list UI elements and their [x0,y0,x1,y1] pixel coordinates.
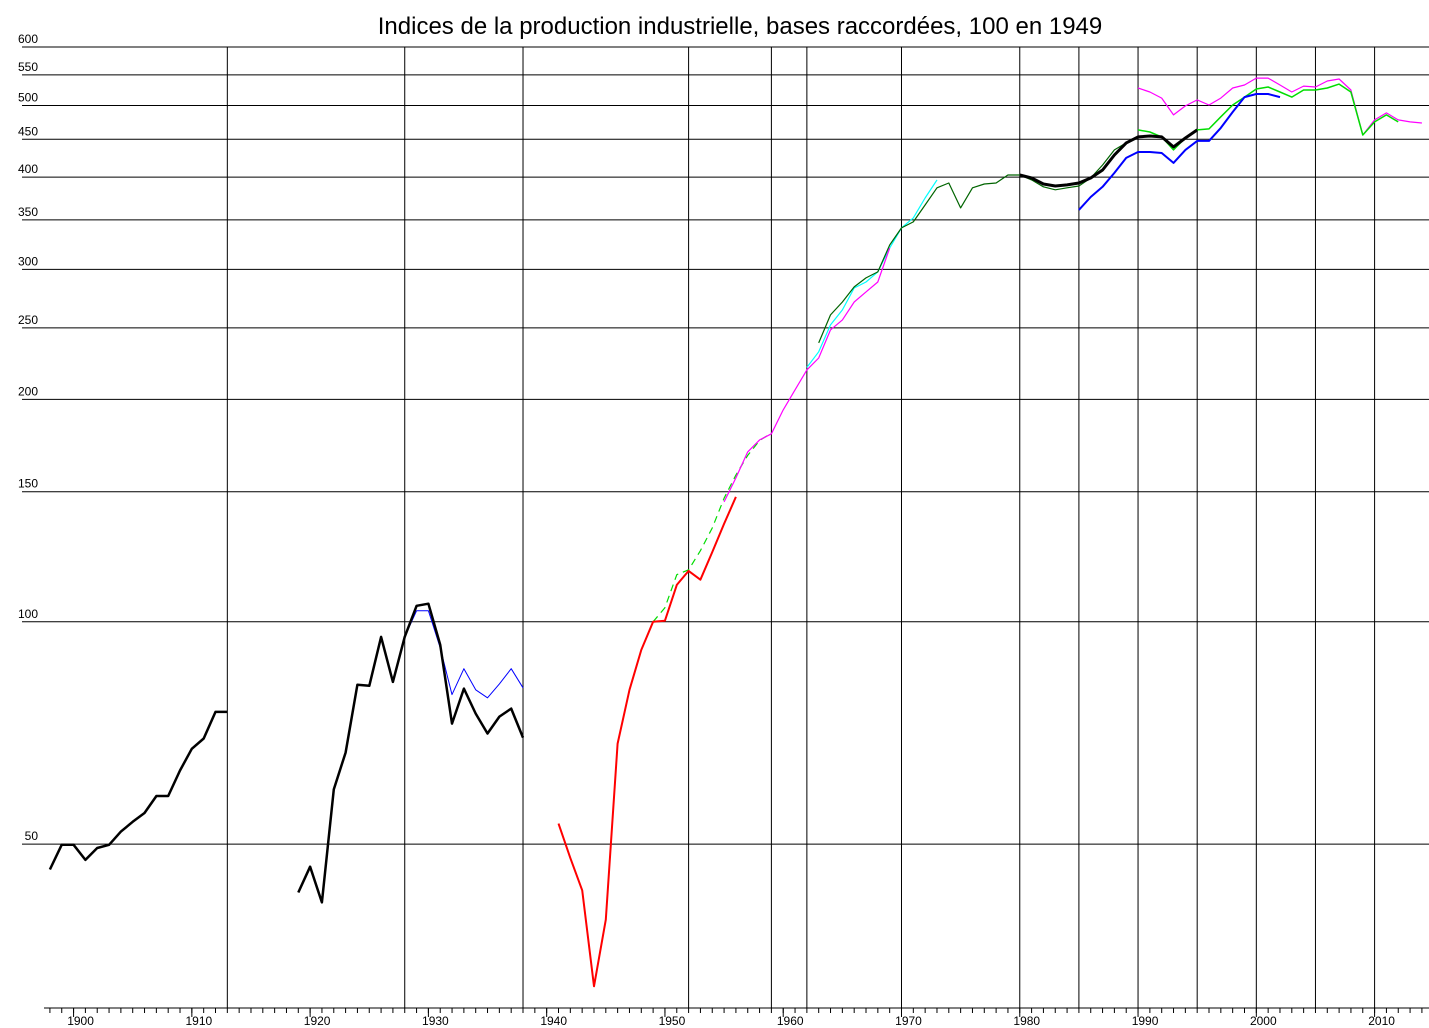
series-line [557,496,737,988]
x-tick-label: 1900 [67,1014,94,1028]
x-tick-label: 1920 [304,1014,331,1028]
series-line [48,710,228,871]
series-line [297,602,525,904]
x-tick-label: 1970 [895,1014,922,1028]
series-line [1137,77,1422,136]
y-tick-label: 400 [18,162,38,176]
y-tick-label: 550 [18,60,38,74]
x-tick-label: 1930 [422,1014,449,1028]
series-line [806,179,938,368]
series-line [652,432,772,623]
x-tick-label: 1980 [1013,1014,1040,1028]
y-tick-label: 500 [18,90,38,104]
x-tick-label: 1950 [659,1014,686,1028]
y-tick-label: 450 [18,124,38,138]
x-tick-label: 1940 [540,1014,567,1028]
x-tick-label: 1990 [1132,1014,1159,1028]
x-tick-label: 1960 [777,1014,804,1028]
y-tick-label: 300 [18,254,38,268]
y-tick-label: 350 [18,205,38,219]
series-line [404,610,524,699]
x-tick-label: 1910 [185,1014,212,1028]
series-line [1078,93,1281,211]
y-tick-label: 50 [25,829,39,843]
x-tick-label: 2000 [1250,1014,1277,1028]
y-tick-label: 600 [18,32,38,46]
y-tick-label: 100 [18,607,38,621]
chart-title: Indices de la production industrielle, b… [378,13,1102,40]
y-tick-label: 250 [18,313,38,327]
y-tick-label: 200 [18,384,38,398]
series-line [818,142,1127,344]
x-tick-label: 2010 [1368,1014,1395,1028]
series-line [723,247,891,503]
series-line [1019,128,1199,188]
y-tick-label: 150 [18,477,38,491]
